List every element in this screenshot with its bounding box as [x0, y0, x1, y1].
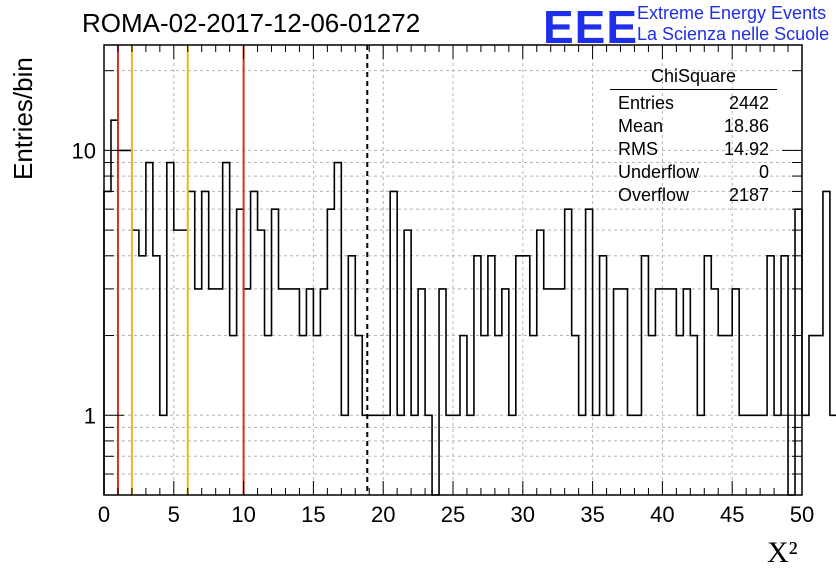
histogram-series	[103, 119, 836, 496]
stats-value: 2442	[728, 93, 769, 113]
x-tick-label: 45	[720, 502, 744, 527]
stats-row-overflow: Overflow 2187	[610, 184, 777, 207]
stats-box: ChiSquare Entries 2442 Mean 18.86 RMS 14…	[610, 66, 777, 207]
stats-value: 2187	[728, 185, 769, 205]
stats-label: Underflow	[618, 162, 700, 182]
stats-header: ChiSquare	[610, 66, 777, 90]
eee-logo: EEE	[543, 1, 639, 53]
stats-row-underflow: Underflow 0	[610, 161, 777, 184]
logo-text-line1: Extreme Energy Events	[637, 3, 827, 23]
x-axis-label: X²	[767, 536, 798, 569]
x-tick-label: 20	[371, 502, 395, 527]
chart-title: ROMA-02-2017-12-06-01272	[82, 8, 421, 38]
x-tick-label: 35	[580, 502, 604, 527]
x-tick-label: 30	[511, 502, 535, 527]
x-tick-label: 10	[231, 502, 255, 527]
y-tick-label: 10	[72, 138, 96, 163]
stats-label: Overflow	[618, 185, 690, 205]
stats-label: Mean	[618, 116, 664, 136]
x-tick-label: 40	[650, 502, 674, 527]
stats-value: 0	[758, 162, 769, 182]
x-tick-label: 15	[301, 502, 325, 527]
stats-label: RMS	[618, 139, 658, 159]
stats-value: 18.86	[723, 116, 769, 136]
stats-row-rms: RMS 14.92	[610, 138, 777, 161]
x-tick-label: 25	[441, 502, 465, 527]
x-tick-label: 50	[790, 502, 814, 527]
y-axis-label: Entries/bin	[8, 57, 38, 180]
stats-label: Entries	[618, 93, 675, 113]
stats-row-mean: Mean 18.86	[610, 115, 777, 138]
y-tick-label: 1	[84, 403, 96, 428]
logo-text-line2: La Scienza nelle Scuole	[637, 24, 830, 44]
stats-value: 14.92	[723, 139, 769, 159]
stats-row-entries: Entries 2442	[610, 92, 777, 115]
x-tick-label: 5	[168, 502, 180, 527]
x-tick-label: 0	[98, 502, 110, 527]
